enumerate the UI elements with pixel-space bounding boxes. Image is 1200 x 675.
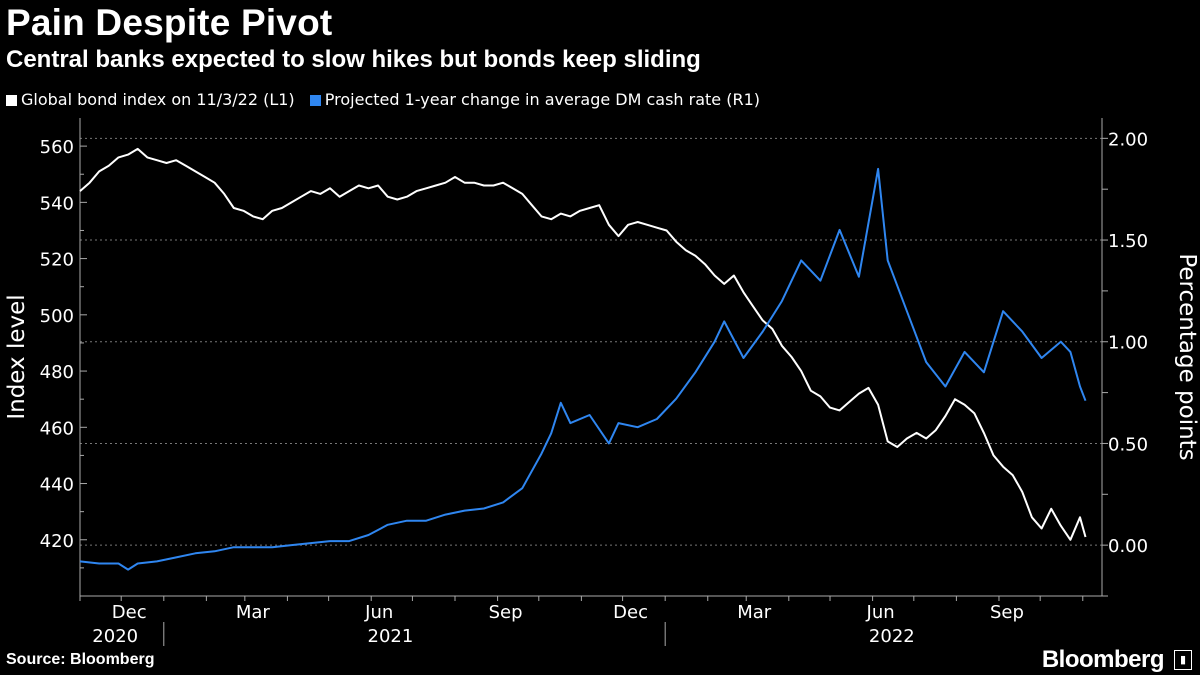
axis-labels: 420 440 460 480 500 520 540 560 0.00 0.50 1.00 1.50… <box>4 129 1200 647</box>
legend-swatch-blue <box>309 95 321 106</box>
left-tick-label-440: 440 <box>40 475 74 496</box>
right-tick-label-0: 0.00 <box>1108 536 1148 557</box>
right-tick-label-4: 2.00 <box>1108 129 1148 150</box>
source-note: Source: Bloomberg <box>6 651 155 668</box>
chart-title: Pain Despite Pivot <box>6 2 333 43</box>
left-tick-label-420: 420 <box>40 531 74 552</box>
x-tick-label-1: Mar <box>236 602 271 623</box>
x-tick-label-6: Jun <box>866 602 895 623</box>
left-tick-label-480: 480 <box>40 362 74 383</box>
year-label-2020: 2020 <box>92 626 138 647</box>
legend-label-cash-rate: Projected 1-year change in average DM ca… <box>324 90 761 109</box>
left-tick-label-460: 460 <box>40 418 74 439</box>
x-tick-label-0: Dec <box>112 602 147 623</box>
left-tick-label-540: 540 <box>40 193 74 214</box>
legend-item-bond-index: Global bond index on 11/3/22 (L1) <box>6 90 300 109</box>
bloomberg-terminal-icon: ▮ <box>1174 650 1192 670</box>
x-tick-label-2: Jun <box>364 602 393 623</box>
right-tick-label-2: 1.00 <box>1108 333 1148 354</box>
legend-swatch-white <box>6 95 17 106</box>
series-line-bond-index <box>79 147 1087 541</box>
y-left-label: Index level <box>4 294 30 419</box>
legend-item-cash-rate: Projected 1-year change in average DM ca… <box>309 90 761 109</box>
series-line-cash-rate <box>79 167 1087 571</box>
right-tick-label-3: 1.50 <box>1108 231 1148 252</box>
x-tick-label-5: Mar <box>737 602 772 623</box>
x-tick-label-7: Sep <box>990 602 1024 623</box>
gridlines <box>80 137 1102 546</box>
brand-logo: Bloomberg <box>1041 646 1165 673</box>
series-lines <box>79 147 1087 571</box>
axes <box>79 118 1108 646</box>
right-tick-label-1: 0.50 <box>1108 434 1148 455</box>
left-tick-label-560: 560 <box>40 137 74 158</box>
x-tick-label-4: Dec <box>613 602 648 623</box>
chart-subtitle: Central banks expected to slow hikes but… <box>6 46 701 73</box>
x-tick-label-3: Sep <box>489 602 523 623</box>
y-right-label: Percentage points <box>1174 253 1200 460</box>
legend-label-bond-index: Global bond index on 11/3/22 (L1) <box>21 90 295 109</box>
left-tick-label-500: 500 <box>40 306 74 327</box>
year-label-2021: 2021 <box>368 626 414 647</box>
legend: Global bond index on 11/3/22 (L1) Projec… <box>6 90 770 109</box>
year-label-2022: 2022 <box>869 626 915 647</box>
left-tick-label-520: 520 <box>40 250 74 271</box>
